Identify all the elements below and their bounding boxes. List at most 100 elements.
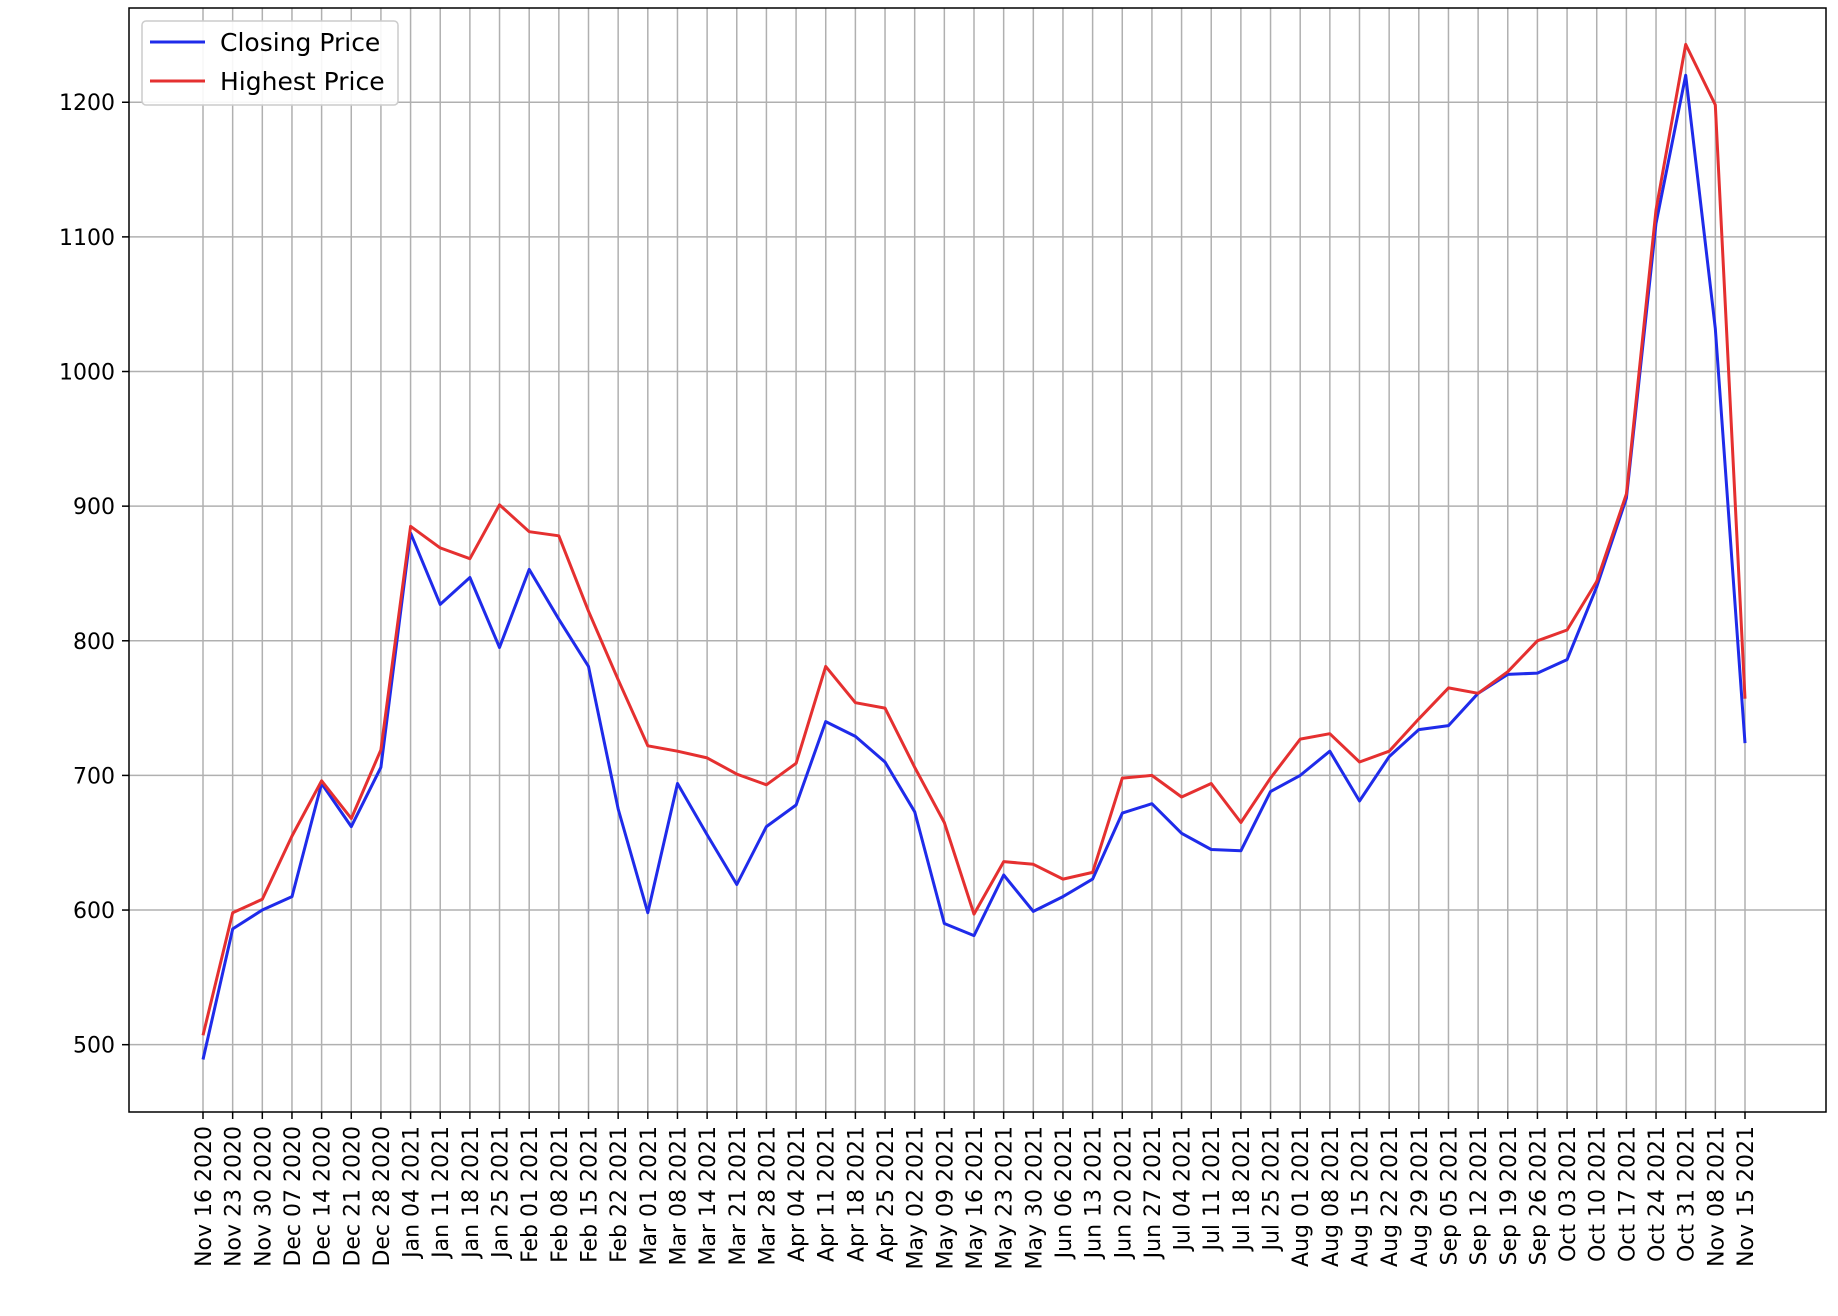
data-point-closing-price: [1565, 658, 1569, 662]
x-tick-label: Dec 21 2020: [340, 1126, 365, 1267]
x-tick-label: Apr 11 2021: [815, 1126, 840, 1262]
x-tick-label: Oct 31 2021: [1675, 1126, 1700, 1262]
x-tick-label: May 09 2021: [933, 1126, 958, 1269]
data-point-closing-price: [764, 825, 768, 829]
data-point-highest-price: [1624, 492, 1628, 496]
x-tick-label: Feb 01 2021: [518, 1126, 543, 1263]
x-tick-label: Nov 23 2020: [222, 1126, 247, 1267]
data-point-closing-price: [646, 911, 650, 915]
x-tick-label: Sep 05 2021: [1437, 1126, 1462, 1265]
x-tick-label: Aug 15 2021: [1349, 1126, 1374, 1267]
data-point-closing-price: [1328, 749, 1332, 753]
data-point-closing-price: [1031, 909, 1035, 913]
data-point-highest-price: [705, 756, 709, 760]
data-point-highest-price: [764, 783, 768, 787]
data-point-highest-price: [942, 821, 946, 825]
data-point-highest-price: [1031, 862, 1035, 866]
x-tick-label: Feb 22 2021: [607, 1126, 632, 1263]
data-point-highest-price: [1476, 691, 1480, 695]
x-tick-label: Jul 25 2021: [1260, 1126, 1285, 1253]
data-point-highest-price: [853, 701, 857, 705]
x-tick-label: Aug 29 2021: [1408, 1126, 1433, 1267]
x-tick-label: Jun 13 2021: [1082, 1126, 1107, 1260]
data-point-closing-price: [1743, 741, 1747, 745]
x-tick-label: Sep 26 2021: [1526, 1126, 1551, 1265]
data-point-closing-price: [794, 803, 798, 807]
data-point-highest-price: [468, 557, 472, 561]
data-point-highest-price: [409, 524, 413, 528]
x-tick-label: Oct 24 2021: [1645, 1126, 1670, 1262]
x-tick-label: Jan 18 2021: [459, 1126, 484, 1260]
x-tick-label: Mar 08 2021: [666, 1126, 691, 1265]
data-point-highest-price: [1654, 208, 1658, 212]
data-point-closing-price: [557, 617, 561, 621]
data-point-highest-price: [1417, 717, 1421, 721]
data-point-closing-price: [1180, 831, 1184, 835]
x-tick-label: Nov 16 2020: [192, 1126, 217, 1267]
x-tick-label: May 30 2021: [1022, 1126, 1047, 1269]
data-point-closing-price: [349, 825, 353, 829]
y-tick-label: 1000: [59, 361, 115, 386]
x-tick-label: Oct 10 2021: [1586, 1126, 1611, 1262]
data-point-closing-price: [231, 927, 235, 931]
data-point-closing-price: [1061, 895, 1065, 899]
data-point-closing-price: [498, 646, 502, 650]
data-point-highest-price: [1387, 749, 1391, 753]
data-point-closing-price: [201, 1057, 205, 1061]
data-point-highest-price: [794, 761, 798, 765]
x-tick-label: Nov 15 2021: [1734, 1126, 1759, 1267]
x-tick-label: Dec 07 2020: [281, 1126, 306, 1267]
grid-lines: [129, 8, 1826, 1112]
y-tick-label: 900: [73, 495, 115, 520]
data-point-highest-price: [1239, 821, 1243, 825]
data-point-highest-price: [1595, 580, 1599, 584]
x-tick-label: Jun 27 2021: [1141, 1126, 1166, 1260]
y-tick-label: 1100: [59, 226, 115, 251]
data-point-highest-price: [1565, 628, 1569, 632]
x-tick-label: Sep 19 2021: [1497, 1126, 1522, 1265]
data-point-highest-price: [1535, 639, 1539, 643]
data-point-highest-price: [1061, 877, 1065, 881]
data-point-closing-price: [290, 895, 294, 899]
x-axis: Nov 16 2020 Nov 23 2020 Nov 30 2020 Dec 07 …: [192, 1112, 1759, 1269]
x-tick-label: Oct 03 2021: [1556, 1126, 1581, 1262]
y-tick-label: 700: [73, 764, 115, 789]
y-tick-label: 1200: [59, 91, 115, 116]
x-tick-label: Aug 01 2021: [1289, 1126, 1314, 1267]
x-tick-label: Jan 25 2021: [489, 1126, 514, 1260]
legend-box: [141, 20, 399, 106]
x-tick-label: Jul 04 2021: [1171, 1126, 1196, 1253]
x-tick-label: Nov 08 2021: [1704, 1126, 1729, 1267]
data-point-closing-price: [1002, 873, 1006, 877]
data-point-highest-price: [1269, 776, 1273, 780]
data-point-highest-price: [735, 772, 739, 776]
data-point-highest-price: [290, 834, 294, 838]
x-tick-label: Apr 18 2021: [844, 1126, 869, 1262]
x-tick-label: Oct 17 2021: [1615, 1126, 1640, 1262]
legend: Closing Price Highest Price: [141, 20, 399, 106]
data-point-closing-price: [735, 882, 739, 886]
data-point-closing-price: [853, 734, 857, 738]
data-point-highest-price: [1713, 103, 1717, 107]
data-point-highest-price: [913, 765, 917, 769]
data-point-closing-price: [883, 760, 887, 764]
data-point-highest-price: [349, 816, 353, 820]
x-tick-label: Sep 12 2021: [1467, 1126, 1492, 1265]
data-point-closing-price: [527, 567, 531, 571]
series-line-highest-price: [201, 42, 1747, 1036]
data-point-highest-price: [1684, 42, 1688, 46]
x-tick-label: Aug 08 2021: [1319, 1126, 1344, 1267]
data-point-highest-price: [557, 534, 561, 538]
data-point-closing-price: [468, 576, 472, 580]
x-tick-label: Jan 04 2021: [400, 1126, 425, 1260]
data-point-closing-price: [616, 807, 620, 811]
data-point-highest-price: [1150, 773, 1154, 777]
data-point-highest-price: [587, 609, 591, 613]
data-point-highest-price: [646, 744, 650, 748]
x-tick-label: May 02 2021: [904, 1126, 929, 1269]
data-point-closing-price: [260, 908, 264, 912]
data-point-closing-price: [1091, 877, 1095, 881]
data-point-highest-price: [1358, 760, 1362, 764]
data-point-highest-price: [201, 1033, 205, 1037]
